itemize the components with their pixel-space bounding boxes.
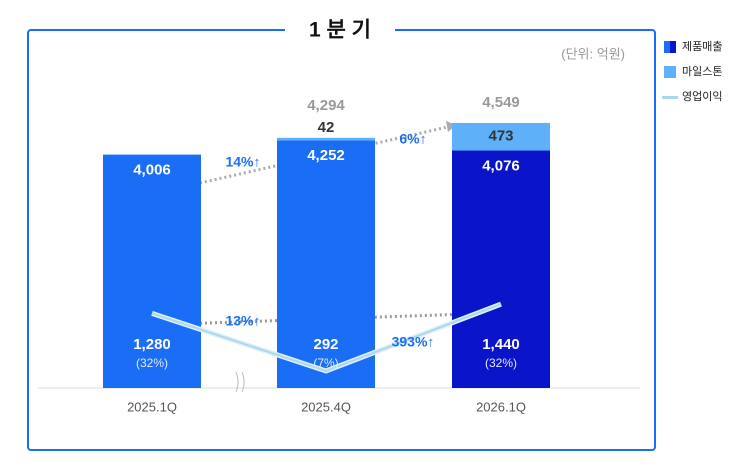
bar-segment [277, 140, 375, 388]
legend-swatch [664, 66, 676, 78]
unit-note: (단위: 억원) [561, 46, 625, 61]
x-tick-label: 2026.1Q [476, 399, 526, 414]
bar-label: 4,252 [307, 147, 345, 164]
title-gap [285, 18, 395, 44]
legend-label: 영업이익 [682, 90, 722, 103]
growth-arrow [199, 124, 453, 185]
bar-segment [452, 150, 550, 388]
x-tick-label: 2025.4Q [301, 399, 351, 414]
line-label: 1,440 [482, 336, 520, 353]
growth-annotation: 6%↑ [399, 131, 426, 147]
x-tick-label: 2025.1Q [127, 399, 177, 414]
legend-swatch [670, 41, 676, 53]
total-label: 4,549 [482, 94, 520, 111]
bar-label: 473 [488, 128, 513, 145]
line-label: 292 [313, 336, 338, 353]
legend-swatch [664, 41, 670, 53]
line [151, 303, 502, 373]
margin-label: (32%) [136, 356, 168, 370]
chart-title: 1 분 기 [309, 19, 371, 42]
growth-annotation: 393%↑ [392, 334, 435, 350]
line-label: 1,280 [133, 336, 171, 353]
bar-label: 42 [318, 119, 335, 136]
growth-annotation: 14%↑ [225, 154, 260, 170]
arrow-head [446, 121, 456, 132]
bar-segment [452, 122, 550, 151]
margin-label: (32%) [485, 356, 517, 370]
axis-break [235, 371, 245, 393]
bar-label: 4,006 [133, 162, 171, 179]
total-label: 4,294 [307, 97, 345, 114]
bar-label: 4,076 [482, 157, 520, 174]
bar-segment [277, 137, 375, 141]
legend-label: 마일스톤 [682, 64, 722, 78]
growth-annotation: 13%↑ [225, 313, 260, 329]
margin-label: (7%) [313, 356, 338, 370]
legend-swatch [662, 96, 678, 99]
bar-segment [103, 154, 201, 388]
legend-label: 제품매출 [682, 40, 722, 53]
